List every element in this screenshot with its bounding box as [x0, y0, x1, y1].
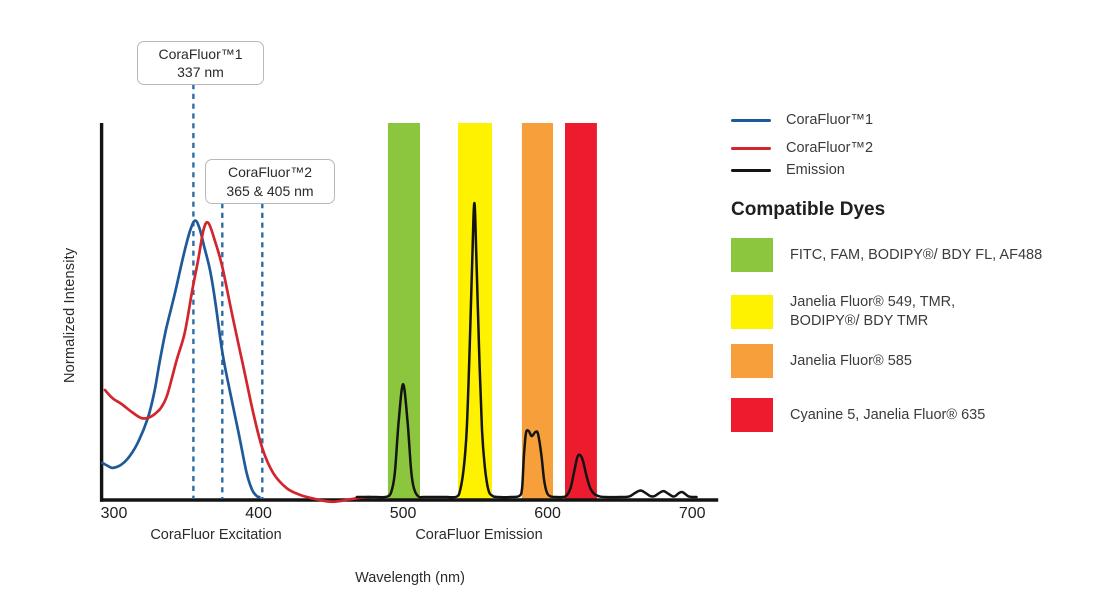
corafluor2-excitation-curve	[103, 220, 372, 504]
legend-label-emission: Emission	[786, 162, 845, 178]
dye-label-red: Cyanine 5, Janelia Fluor® 635	[790, 406, 986, 423]
legend-label-corafluor1: CoraFluor™1	[786, 112, 874, 128]
legend-item-corafluor2: CoraFluor™2	[731, 139, 873, 157]
dye-row-red: Cyanine 5, Janelia Fluor® 635	[731, 398, 985, 432]
dye-label-yellow: Janelia Fluor® 549, TMR, BODIPY®/ BDY TM…	[790, 294, 956, 329]
dye-row-orange: Janelia Fluor® 585	[731, 344, 912, 378]
legend-line-corafluor1	[731, 118, 771, 122]
filter-band-yellow	[458, 123, 492, 501]
dye-label-green: FITC, FAM, BODIPY®/ BDY FL, AF488	[790, 246, 1043, 263]
legend-line-emission	[731, 168, 771, 172]
x-tick-400: 400	[245, 505, 272, 522]
dye-swatch-yellow	[731, 295, 773, 329]
x-axis-label: Wavelength (nm)	[355, 570, 465, 586]
dye-swatch-green	[731, 238, 773, 272]
excitation-section-label: CoraFluor Excitation	[150, 527, 282, 543]
callout-corafluor2-value: 365 & 405 nm	[226, 182, 314, 199]
dye-swatch-orange	[731, 344, 773, 378]
x-tick-500: 500	[389, 505, 417, 522]
x-tick-700: 700	[678, 505, 706, 522]
callout-corafluor1-value: 337 nm	[177, 64, 224, 80]
legend-item-emission: Emission	[731, 161, 845, 179]
legend-line-corafluor2	[731, 146, 771, 150]
filter-band-red	[565, 123, 597, 501]
emission-curve	[355, 201, 698, 499]
callout-corafluor2: CoraFluor™2 365 & 405 nm	[205, 159, 335, 204]
legend-item-corafluor1: CoraFluor™1	[731, 111, 873, 129]
dye-row-green: FITC, FAM, BODIPY®/ BDY FL, AF488	[731, 238, 1042, 272]
dye-swatch-red	[731, 398, 773, 432]
filter-band-orange	[521, 123, 553, 501]
callout-corafluor2-title: CoraFluor™2	[227, 164, 313, 180]
filter-band-green	[387, 123, 420, 501]
y-axis-label: Normalized Intensity	[62, 247, 78, 383]
x-tick-300: 300	[100, 505, 128, 522]
callout-corafluor1: CoraFluor™1 337 nm	[137, 41, 264, 85]
x-tick-600: 600	[534, 505, 561, 522]
corafluor1-excitation-curve	[101, 219, 261, 499]
dye-label-orange: Janelia Fluor® 585	[790, 352, 912, 369]
dye-row-yellow: Janelia Fluor® 549, TMR, BODIPY®/ BDY TM…	[731, 293, 955, 331]
emission-section-label: CoraFluor Emission	[415, 527, 543, 543]
callout-corafluor1-title: CoraFluor™1	[158, 45, 243, 62]
legend-label-corafluor2: CoraFluor™2	[786, 140, 874, 156]
compatible-dyes-heading: Compatible Dyes	[731, 199, 886, 220]
